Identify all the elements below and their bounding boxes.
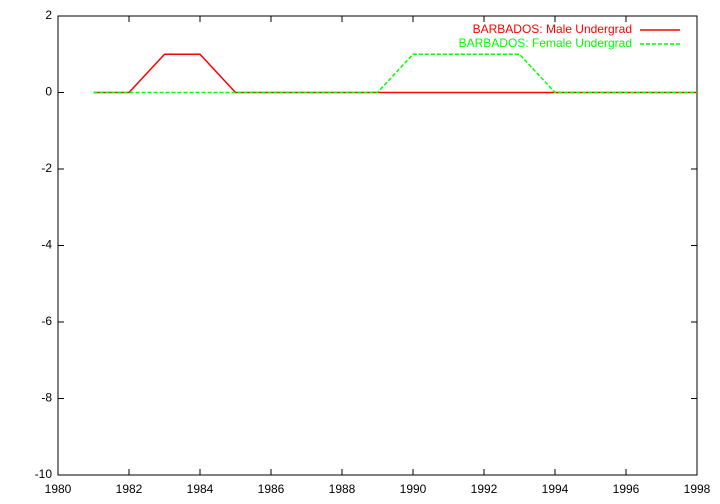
y-tick-label: -6: [41, 314, 52, 328]
y-tick-label: 2: [45, 8, 52, 22]
x-tick-label: 1984: [187, 482, 214, 496]
x-tick-label: 1996: [613, 482, 640, 496]
series-line: [93, 53, 697, 94]
plot-frame: [57, 15, 698, 476]
legend-label: BARBADOS: Male Undergrad: [473, 22, 632, 36]
y-tick-label: -4: [41, 238, 52, 252]
x-tick-label: 1992: [471, 482, 498, 496]
y-tick-label: -2: [41, 161, 52, 175]
y-tick-label: 0: [45, 85, 52, 99]
x-tick-label: 1998: [684, 482, 711, 496]
x-tick-label: 1980: [45, 482, 72, 496]
y-tick-label: -10: [35, 467, 53, 481]
x-tick-label: 1994: [542, 482, 569, 496]
x-tick-label: 1982: [116, 482, 143, 496]
y-tick-label: -8: [41, 391, 52, 405]
series-line: [93, 53, 697, 94]
x-tick-label: 1986: [258, 482, 285, 496]
x-tick-label: 1988: [329, 482, 356, 496]
legend-label: BARBADOS: Female Undergrad: [459, 36, 632, 50]
x-tick-label: 1990: [400, 482, 427, 496]
